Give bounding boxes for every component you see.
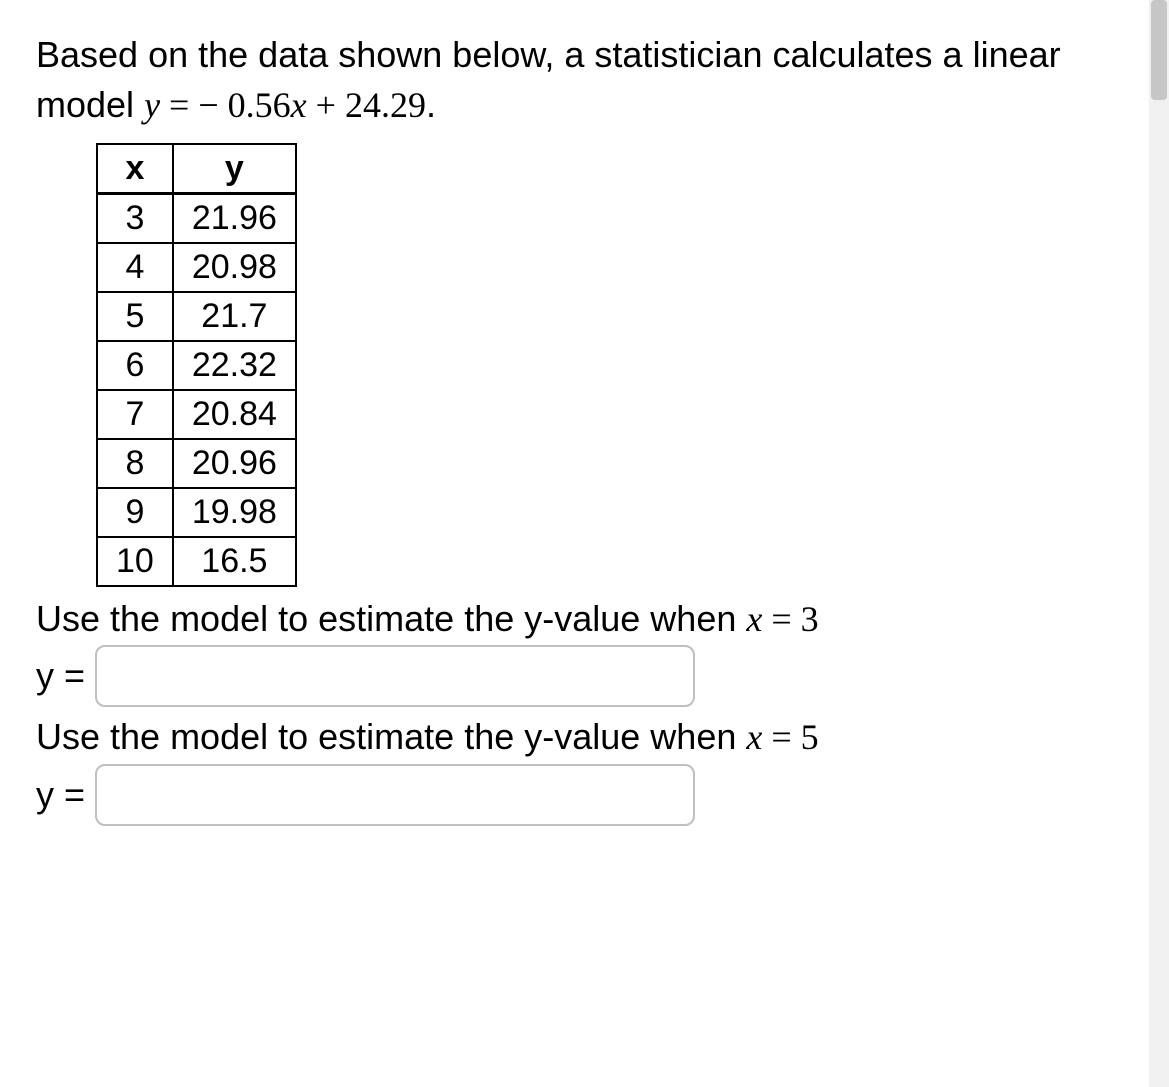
eq-eq: =	[160, 85, 198, 125]
q1-text: Use the model to estimate the y-value wh…	[36, 598, 746, 639]
table-row: 4 20.98	[97, 243, 296, 292]
cell-x: 5	[97, 292, 173, 341]
table-row: 10 16.5	[97, 537, 296, 586]
eq-rhs: − 0.56x + 24.29	[198, 85, 426, 125]
cell-x: 6	[97, 341, 173, 390]
q2-val: 5	[801, 717, 819, 757]
table-row: 8 20.96	[97, 439, 296, 488]
cell-x: 10	[97, 537, 173, 586]
table-header-row: x y	[97, 144, 296, 194]
cell-x: 3	[97, 193, 173, 243]
table-row: 9 19.98	[97, 488, 296, 537]
q2-var: x	[746, 717, 762, 757]
cell-y: 22.32	[173, 341, 296, 390]
question-1-prompt: Use the model to estimate the y-value wh…	[36, 595, 1139, 644]
col-header-x: x	[97, 144, 173, 194]
q1-answer-label: y =	[36, 655, 85, 697]
cell-y: 16.5	[173, 537, 296, 586]
vertical-scrollbar[interactable]	[1149, 0, 1169, 1087]
scrollbar-thumb[interactable]	[1151, 0, 1167, 100]
cell-x: 7	[97, 390, 173, 439]
col-header-y: y	[173, 144, 296, 194]
q1-val: 3	[801, 599, 819, 639]
data-table: x y 3 21.96 4 20.98 5 21.7 6 22.32 7 20.…	[96, 143, 297, 587]
q2-text: Use the model to estimate the y-value wh…	[36, 716, 746, 757]
cell-y: 19.98	[173, 488, 296, 537]
cell-x: 8	[97, 439, 173, 488]
cell-y: 20.98	[173, 243, 296, 292]
table-row: 5 21.7	[97, 292, 296, 341]
q1-answer-input[interactable]	[95, 645, 695, 707]
q2-answer-input[interactable]	[95, 764, 695, 826]
cell-x: 9	[97, 488, 173, 537]
cell-x: 4	[97, 243, 173, 292]
cell-y: 20.96	[173, 439, 296, 488]
question-2-answer-row: y =	[36, 764, 1139, 826]
problem-intro: Based on the data shown below, a statist…	[36, 30, 1139, 131]
cell-y: 21.96	[173, 193, 296, 243]
q1-eq: =	[762, 599, 800, 639]
question-1-answer-row: y =	[36, 645, 1139, 707]
table-row: 6 22.32	[97, 341, 296, 390]
question-2-prompt: Use the model to estimate the y-value wh…	[36, 713, 1139, 762]
cell-y: 21.7	[173, 292, 296, 341]
cell-y: 20.84	[173, 390, 296, 439]
q1-var: x	[746, 599, 762, 639]
table-row: 3 21.96	[97, 193, 296, 243]
q2-eq: =	[762, 717, 800, 757]
eq-lhs: y	[144, 85, 160, 125]
table-row: 7 20.84	[97, 390, 296, 439]
eq-period: .	[426, 84, 436, 125]
q2-answer-label: y =	[36, 774, 85, 816]
